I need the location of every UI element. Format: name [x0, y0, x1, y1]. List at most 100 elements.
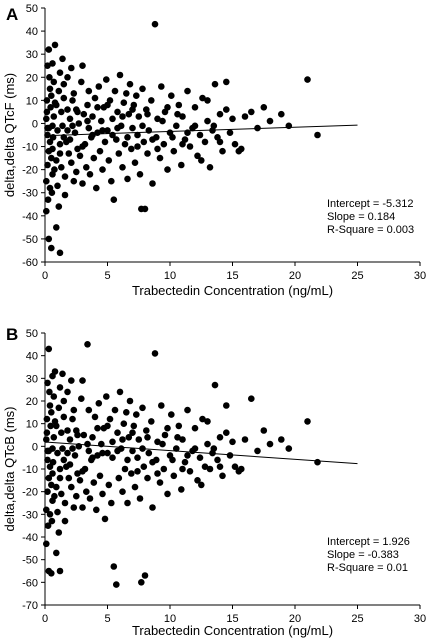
panel-b-data-point: [260, 427, 268, 434]
panel-b-data-point: [49, 458, 57, 466]
panel-a-data-point: [113, 136, 120, 143]
panel-a-data-point: [211, 80, 219, 88]
panel-a-data-point: [70, 90, 78, 97]
panel-b-y-axis-title: delta,delta QTcB (ms): [2, 407, 17, 532]
panel-a-data-point: [55, 87, 63, 95]
panel-a-data-point: [134, 131, 141, 139]
panel-b-y-tick-label: -30: [22, 509, 38, 521]
panel-a-data-point: [75, 120, 83, 127]
panel-a-data-point: [94, 104, 101, 111]
panel-b-data-point: [211, 381, 219, 389]
panel-a-data-point: [93, 184, 100, 192]
panel-b-data-point: [114, 447, 121, 455]
panel-a-data-point: [80, 110, 88, 118]
panel-b-data-point: [53, 483, 60, 491]
panel-b-data-point: [184, 452, 191, 459]
panel-b-data-point: [175, 422, 183, 430]
panel-b-data-point: [143, 427, 150, 434]
panel-b-data-point: [116, 388, 124, 396]
panel-a-data-point: [123, 90, 130, 97]
panel-b-data-point: [55, 404, 63, 412]
panel-a-x-tick-label: 30: [414, 270, 426, 282]
panel-a-y-tick-label: 50: [26, 3, 38, 15]
panel-a-annotation: Slope = 0.184: [327, 211, 395, 223]
panel-b-data-point: [89, 454, 96, 462]
panel-a-data-point: [144, 110, 151, 118]
panel-b-data-point: [124, 499, 131, 507]
panel-b-data-point: [45, 345, 53, 353]
panel-b-data-point: [181, 458, 189, 466]
panel-b-data-point: [104, 422, 111, 430]
panel-b-data-point: [66, 461, 74, 468]
panel-a-data-point: [69, 97, 76, 104]
panel-b-data-point: [48, 481, 55, 489]
panel-a-data-point: [158, 83, 165, 90]
panel-a-data-point: [173, 122, 180, 130]
panel-b-data-point: [46, 511, 54, 518]
panel-b-data-point: [80, 431, 88, 439]
panel-a-data-point: [184, 87, 191, 95]
panel-a-data-point: [45, 235, 53, 243]
panel-a-data-point: [104, 101, 111, 109]
panel-a-data-point: [160, 140, 168, 148]
panel-a-data-point: [58, 164, 65, 171]
panel-a-data-point: [216, 138, 224, 146]
panel-b-data-point: [216, 434, 224, 441]
panel-a-data-point: [131, 159, 139, 166]
panel-b-data-point: [191, 424, 199, 432]
panel-b-data-point: [43, 436, 50, 443]
panel-a-data-point: [85, 124, 93, 132]
panel-a-data-point: [120, 99, 128, 106]
panel-b-data-point: [174, 434, 181, 441]
panel-b-data-point: [91, 413, 99, 421]
panel-b-data-point: [133, 411, 140, 418]
panel-a-data-point: [206, 164, 214, 171]
panel-b-data-point: [95, 400, 103, 407]
panel-a-data-point: [43, 115, 50, 123]
panel-b-data-point: [48, 570, 55, 577]
panel-b-data-point: [184, 406, 191, 414]
panel-a-data-point: [83, 164, 90, 171]
panel-a-data-point: [154, 115, 161, 123]
panel-a-data-point: [129, 106, 136, 113]
panel-b-data-point: [161, 431, 169, 439]
panel-b-data-point: [90, 479, 98, 486]
panel-a-data-point: [314, 131, 321, 139]
panel-a-data-point: [55, 203, 63, 210]
panel-a-data-point: [199, 94, 206, 102]
panel-a-data-point: [99, 127, 106, 134]
panel-a-annotation: R-Square = 0.003: [327, 224, 414, 236]
panel-b-data-point: [65, 474, 73, 482]
panel-b-data-point: [58, 490, 65, 498]
panel-b-data-point: [144, 474, 151, 482]
panel-b-x-tick-label: 30: [414, 613, 426, 625]
panel-a-x-tick-label: 0: [42, 270, 48, 282]
panel-a-data-point: [125, 110, 133, 118]
panel-a-data-point: [278, 110, 285, 118]
panel-a-y-tick-label: -20: [22, 165, 38, 177]
panel-a-data-point: [198, 157, 205, 164]
panel-b-data-point: [79, 377, 86, 384]
panel-b-data-point: [210, 445, 218, 452]
panel-a-data-point: [64, 106, 71, 113]
panel-a-data-point: [74, 108, 81, 116]
panel-a-data-point: [133, 92, 140, 99]
panel-b-data-point: [44, 379, 51, 387]
panel-b-data-point: [138, 579, 145, 586]
panel-b-data-point: [61, 517, 69, 525]
panel-b-y-tick-label: -70: [22, 600, 38, 612]
panel-b-data-point: [68, 377, 75, 384]
panel-a-data-point: [231, 140, 239, 148]
panel-a-data-point: [76, 152, 84, 160]
panel-b-data-point: [60, 456, 68, 464]
panel-a-data-point: [148, 97, 155, 104]
panel-b-data-point: [140, 463, 148, 471]
panel-a-data-point: [84, 101, 91, 109]
panel-a-data-point: [144, 150, 151, 157]
panel-b-data-point: [119, 488, 126, 496]
panel-a-data-point: [179, 113, 186, 120]
panel-b-data-point: [56, 384, 64, 391]
panel-b-data-point: [70, 504, 78, 511]
panel-a-data-point: [54, 182, 61, 190]
